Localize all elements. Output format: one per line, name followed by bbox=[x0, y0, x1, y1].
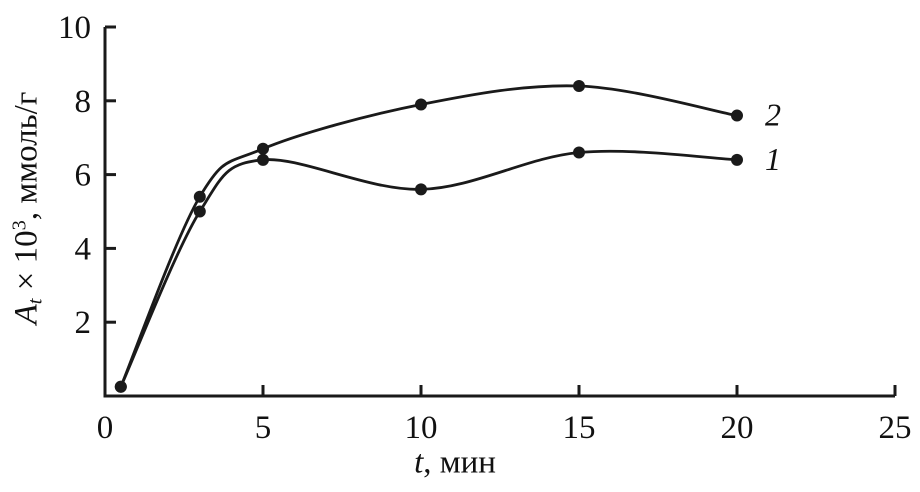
x-tick-label: 20 bbox=[721, 410, 754, 446]
y-axis-title-multiplier: × 10 bbox=[8, 230, 45, 299]
data-point-series-2 bbox=[731, 109, 743, 122]
series-label-1: 1 bbox=[765, 141, 781, 177]
series-label-2: 2 bbox=[765, 97, 781, 133]
data-point-series-2 bbox=[257, 142, 269, 155]
x-tick-label: 15 bbox=[563, 410, 596, 446]
y-tick-label: 2 bbox=[75, 305, 92, 341]
x-tick-label: 10 bbox=[405, 410, 438, 446]
x-axis-title: t, мин bbox=[414, 445, 496, 482]
x-tick-label: 5 bbox=[255, 410, 272, 446]
data-point-series-1 bbox=[193, 205, 206, 218]
data-point-series-2 bbox=[193, 190, 206, 203]
data-point-series-1 bbox=[573, 146, 585, 159]
x-axis-title-units: , мин bbox=[423, 444, 496, 481]
x-tick-label: 0 bbox=[97, 410, 114, 446]
data-point-series-2 bbox=[415, 98, 427, 111]
y-tick-label: 4 bbox=[75, 231, 92, 267]
y-tick-label: 10 bbox=[58, 10, 91, 46]
data-point-series-1 bbox=[257, 153, 269, 166]
y-axis-title-units: , ммоль/г bbox=[8, 91, 45, 221]
y-axis-title-subscript: t bbox=[24, 298, 47, 305]
data-point-series-1 bbox=[731, 153, 743, 166]
data-point-series-2 bbox=[114, 380, 127, 393]
y-tick-label: 8 bbox=[75, 84, 92, 120]
data-point-series-1 bbox=[415, 183, 427, 196]
y-axis-title-variable: A bbox=[8, 304, 45, 325]
y-tick-label: 6 bbox=[75, 158, 92, 194]
y-axis-title: At × 103, ммоль/г bbox=[8, 92, 47, 325]
data-point-series-2 bbox=[573, 80, 585, 93]
series-line-2 bbox=[119, 84, 738, 388]
series-line-1 bbox=[119, 149, 738, 388]
y-axis-title-exponent: 3 bbox=[8, 220, 31, 231]
x-axis-title-variable: t bbox=[414, 444, 424, 481]
x-tick-label: 25 bbox=[879, 410, 912, 446]
